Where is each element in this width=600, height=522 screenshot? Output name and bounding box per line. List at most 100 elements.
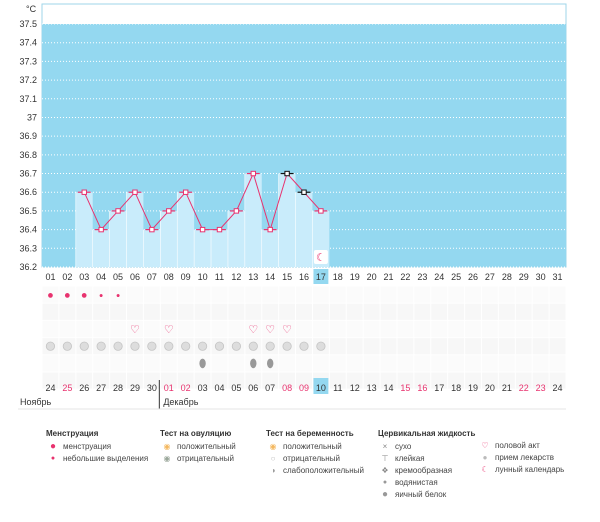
eggwhite-drop-icon	[250, 358, 257, 369]
icon-cell	[431, 286, 448, 303]
icon-cell	[465, 372, 481, 389]
pill-icon	[231, 341, 241, 351]
icon-cell	[312, 320, 329, 338]
icon-cell	[160, 320, 177, 338]
calendar-date: 30	[147, 383, 157, 393]
temperature-area-column	[126, 192, 144, 267]
icon-cell	[160, 303, 177, 320]
icon-cell	[279, 286, 296, 303]
legend-ovulation-negative-label: отрицательный	[177, 454, 234, 463]
icon-cell	[498, 338, 515, 355]
calendar-date: 16	[417, 383, 427, 393]
icon-cell	[414, 355, 431, 372]
icon-cell	[532, 320, 549, 338]
icon-cell	[110, 372, 127, 389]
icon-cell	[380, 303, 397, 320]
test-negative-icon: ○	[270, 454, 276, 463]
icon-cell	[279, 303, 296, 320]
temperature-area-column	[211, 229, 228, 267]
icon-cell	[380, 372, 397, 389]
icon-cell	[143, 320, 160, 338]
legend-sticky-row: ⊤ клейкая	[378, 453, 475, 465]
icon-cell	[515, 338, 532, 355]
y-tick-label: 36.6	[19, 187, 37, 197]
icon-cell	[177, 303, 194, 320]
icon-cell	[59, 286, 76, 303]
icon-cell	[346, 372, 363, 389]
calendar-date: 29	[130, 383, 140, 393]
lunar-marker-box	[313, 250, 328, 264]
icon-cell	[93, 372, 110, 389]
icon-cell	[160, 355, 177, 372]
x-tick-label: 22	[400, 272, 410, 282]
calendar-date: 07	[265, 383, 275, 393]
icon-cell	[549, 286, 566, 303]
icon-cell	[397, 338, 414, 355]
icon-cell	[380, 286, 397, 303]
x-tick-label: 13	[248, 272, 258, 282]
icon-cell	[228, 303, 245, 320]
icon-cell	[448, 320, 465, 338]
icon-cell	[329, 303, 346, 320]
icon-cell	[329, 372, 346, 389]
calendar-date: 24	[45, 383, 55, 393]
legend-dry-label: сухо	[395, 442, 412, 451]
legend-ovulation: Тест на овуляцию ◉ положительный ◉ отриц…	[160, 428, 236, 465]
pill-icon	[265, 341, 275, 351]
icon-cell	[414, 320, 431, 338]
pill-icon	[282, 341, 292, 351]
calendar-date: 23	[536, 383, 546, 393]
legend-menstruation: Менструация ● менструация ● небольшие вы…	[46, 428, 148, 465]
icon-cell	[414, 372, 431, 389]
test-positive-icon: ◉	[269, 442, 277, 451]
calendar-date: 18	[451, 383, 461, 393]
y-tick-label: 37.3	[19, 56, 37, 66]
x-tick-label: 21	[384, 272, 394, 282]
icon-cell	[363, 372, 380, 389]
icon-cell	[143, 303, 160, 320]
icon-cell	[110, 355, 127, 372]
temperature-point	[182, 189, 189, 195]
eggwhite-drop-icon	[266, 358, 274, 369]
icon-cell	[228, 355, 245, 372]
drop-small-icon: ●	[116, 293, 120, 300]
drop-big-icon: ●	[49, 441, 57, 452]
calendar-date: 06	[248, 383, 258, 393]
drop-big-icon: ●	[81, 290, 88, 302]
icon-cell	[363, 303, 380, 320]
x-tick-label: 17	[316, 272, 326, 282]
calendar-date: 27	[96, 383, 106, 393]
pill-icon	[147, 341, 157, 351]
icon-cell	[397, 303, 414, 320]
icon-cell	[211, 320, 228, 338]
icon-cell	[177, 372, 194, 389]
icon-cell	[532, 355, 549, 372]
icon-cell	[127, 355, 143, 372]
icon-cell	[262, 286, 279, 303]
icon-cell	[42, 286, 59, 303]
temperature-area-column	[160, 210, 178, 267]
icon-cell	[515, 303, 532, 320]
legend-ovulation-negative-row: ◉ отрицательный	[160, 453, 236, 465]
legend-medication-label: прием лекарств	[495, 453, 555, 462]
calendar-date: 02	[181, 383, 191, 393]
icon-cell	[549, 355, 566, 372]
icon-cell	[532, 303, 549, 320]
icon-cell	[329, 338, 346, 355]
icon-cell	[143, 355, 160, 372]
temperature-point	[98, 226, 104, 233]
icon-cell	[380, 338, 397, 355]
icon-cell	[431, 355, 448, 372]
x-tick-label: 04	[96, 272, 106, 282]
legend-menstruation-row: ● менструация	[46, 441, 148, 453]
icon-cell	[127, 286, 143, 303]
temperature-area-column	[75, 192, 93, 267]
icon-cell	[296, 320, 312, 338]
drop-big-icon: ●	[64, 290, 71, 302]
icon-cell	[515, 372, 532, 389]
calendar-date: 15	[400, 383, 410, 393]
y-tick-label: 37.2	[19, 75, 37, 85]
icon-cell	[363, 320, 380, 338]
x-tick-label: 27	[485, 272, 495, 282]
icon-cell	[160, 372, 177, 389]
